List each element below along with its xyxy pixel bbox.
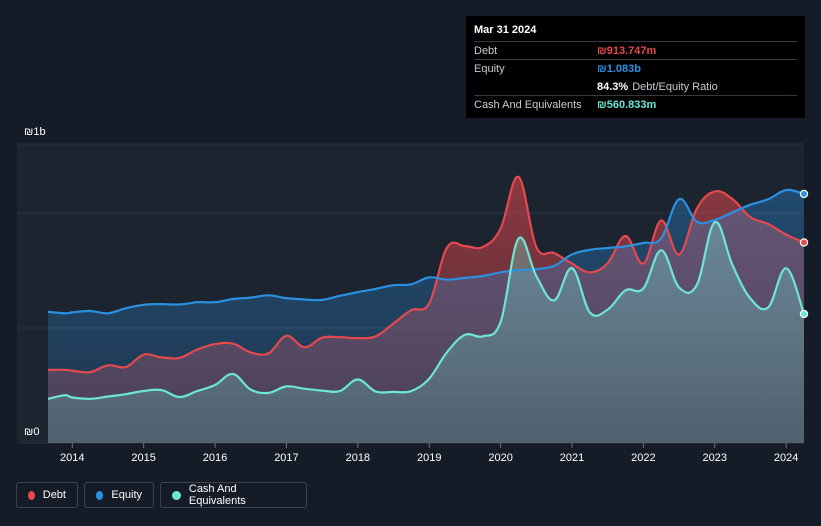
y-tick-bottom: ₪0 [24, 426, 39, 438]
tooltip-row-debt: Debt ₪913.747m [474, 41, 797, 59]
tooltip-panel: Mar 31 2024 Debt ₪913.747m Equity ₪1.083… [466, 16, 805, 118]
x-tick-label-2016: 2016 [203, 452, 227, 464]
x-tick-label-2017: 2017 [274, 452, 298, 464]
line-cash [47, 221, 806, 400]
tooltip-cash-value: ₪560.833m [597, 98, 657, 111]
legend-dot-cash [172, 490, 181, 500]
x-tick-label-2022: 2022 [631, 452, 655, 464]
tooltip-ratio-value: 84.3% [597, 80, 629, 93]
tooltip-debt-value: ₪913.747m [597, 44, 657, 57]
legend-label-cash: Cash And Equivalents [188, 483, 246, 507]
tooltip-row-cash: Cash And Equivalents ₪560.833m [474, 95, 797, 113]
legend-label-debt: Debt [42, 489, 66, 501]
tooltip-cash-label: Cash And Equivalents [474, 98, 582, 111]
tooltip-equity-value: ₪1.083b [597, 62, 641, 75]
endpoint-cash [799, 309, 809, 319]
tooltip-row-ratio: 84.3% Debt/Equity Ratio [474, 77, 797, 95]
y-tick-top: ₪1b [24, 126, 46, 138]
series-layer [47, 175, 809, 443]
legend-item-debt[interactable]: Debt [16, 482, 78, 508]
x-axis: 2014 2015 2016 2017 2018 2019 2020 2021 2022 2023… [60, 443, 798, 464]
x-tick-label-2019: 2019 [417, 452, 441, 464]
legend-dot-equity [96, 490, 104, 500]
x-tick-label-2015: 2015 [131, 452, 155, 464]
x-tick-label-2018: 2018 [346, 452, 370, 464]
endpoint-equity [799, 189, 809, 199]
line-equity [47, 188, 805, 315]
line-debt [47, 175, 805, 374]
chart-legend: Debt Equity Cash And Equivalents [16, 482, 307, 508]
tooltip-ratio-label: Debt/Equity Ratio [632, 80, 718, 93]
tooltip-date: Mar 31 2024 [474, 24, 537, 36]
tooltip-row-equity: Equity ₪1.083b [474, 59, 797, 77]
legend-item-cash[interactable]: Cash And Equivalents [160, 482, 307, 508]
tooltip-debt-label: Debt [474, 44, 498, 57]
x-tick-label-2021: 2021 [560, 452, 584, 464]
x-tick-label-2024: 2024 [774, 452, 798, 464]
area-cash [48, 221, 804, 443]
legend-dot-debt [28, 490, 35, 500]
legend-item-equity[interactable]: Equity [84, 482, 154, 508]
legend-label-equity: Equity [111, 489, 142, 501]
tooltip-equity-label: Equity [474, 62, 505, 75]
x-tick-label-2023: 2023 [703, 452, 727, 464]
endpoint-debt [799, 238, 809, 247]
x-tick-label-2020: 2020 [488, 452, 512, 464]
x-tick-label-2014: 2014 [60, 452, 84, 464]
